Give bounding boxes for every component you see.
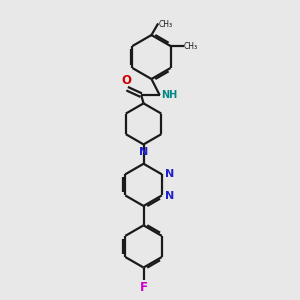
Text: F: F [140, 281, 148, 294]
Text: CH₃: CH₃ [184, 41, 198, 50]
Text: NH: NH [161, 90, 177, 100]
Text: N: N [165, 169, 175, 179]
Text: N: N [165, 191, 175, 201]
Text: O: O [121, 74, 131, 87]
Text: N: N [139, 147, 148, 157]
Text: CH₃: CH₃ [158, 20, 172, 29]
